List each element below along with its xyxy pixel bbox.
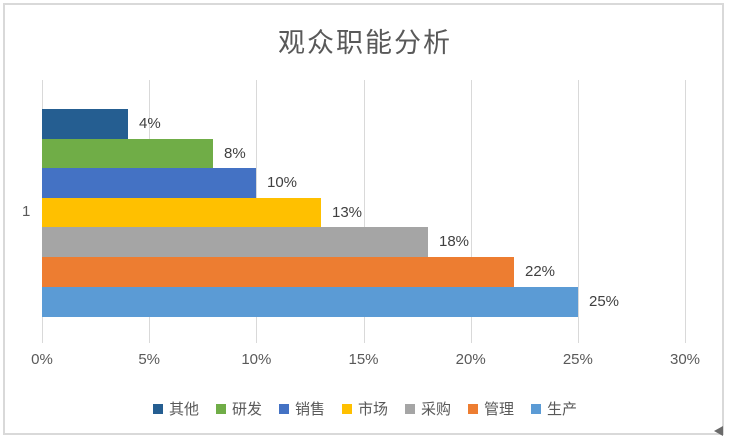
legend-label: 研发 bbox=[231, 400, 262, 418]
mouse-cursor-icon bbox=[714, 426, 723, 436]
legend-item-series-0: 其他 bbox=[152, 398, 199, 419]
legend-item-series-3: 市场 bbox=[341, 398, 388, 419]
legend-marker-icon bbox=[468, 403, 479, 414]
x-axis-tick-label: 15% bbox=[348, 351, 379, 368]
chart-bar-series-3 bbox=[42, 198, 321, 228]
x-axis-tick-label: 20% bbox=[455, 351, 486, 368]
chart-bar-series-1 bbox=[42, 139, 213, 169]
legend-item-series-4: 采购 bbox=[405, 398, 451, 419]
data-label: 18% bbox=[439, 233, 470, 250]
legend-label: 市场 bbox=[357, 400, 388, 418]
legend-item-series-5: 管理 bbox=[468, 398, 514, 419]
legend-marker-icon bbox=[152, 403, 163, 414]
legend-item-series-6: 生产 bbox=[531, 398, 577, 419]
gridline-15% bbox=[363, 80, 365, 343]
data-label: 13% bbox=[332, 204, 363, 221]
y-axis-category-label: 1 bbox=[22, 203, 31, 220]
legend-marker-icon bbox=[531, 403, 542, 414]
chart-title: 观众职能分析 bbox=[278, 28, 452, 59]
legend-marker-icon bbox=[341, 403, 352, 414]
x-axis-tick-label: 10% bbox=[241, 351, 272, 368]
legend-marker-icon bbox=[215, 403, 226, 414]
legend-item-series-2: 销售 bbox=[278, 398, 325, 419]
data-label: 25% bbox=[589, 293, 620, 310]
data-label: 22% bbox=[525, 263, 556, 280]
chart-bar-series-5 bbox=[42, 257, 514, 287]
gridline-25% bbox=[577, 80, 579, 343]
legend-marker-icon bbox=[405, 403, 415, 414]
gridline-30% bbox=[685, 80, 686, 343]
chart-bar-series-4 bbox=[42, 227, 428, 257]
x-axis-tick-label: 0% bbox=[31, 351, 53, 368]
data-label: 10% bbox=[267, 174, 298, 191]
data-label: 8% bbox=[224, 145, 246, 162]
legend-label: 管理 bbox=[484, 400, 515, 418]
legend-label: 销售 bbox=[294, 400, 325, 418]
legend-label: 其他 bbox=[168, 400, 199, 418]
gridline-20% bbox=[470, 80, 472, 343]
legend: 其他 研发 销售 市场 采购 管理 生产 bbox=[0, 398, 730, 419]
chart-bar-series-2 bbox=[42, 168, 256, 198]
legend-marker-icon bbox=[278, 403, 289, 414]
x-axis-tick-label: 25% bbox=[562, 351, 593, 368]
legend-item-series-1: 研发 bbox=[215, 398, 262, 419]
chart-bar-series-6 bbox=[42, 287, 578, 317]
x-axis-tick-label: 30% bbox=[669, 351, 701, 368]
legend-label: 采购 bbox=[421, 400, 452, 418]
x-axis-tick-label: 5% bbox=[138, 351, 160, 368]
data-label: 4% bbox=[139, 115, 161, 132]
legend-label: 生产 bbox=[547, 400, 578, 418]
chart-bar-series-0 bbox=[42, 109, 128, 139]
